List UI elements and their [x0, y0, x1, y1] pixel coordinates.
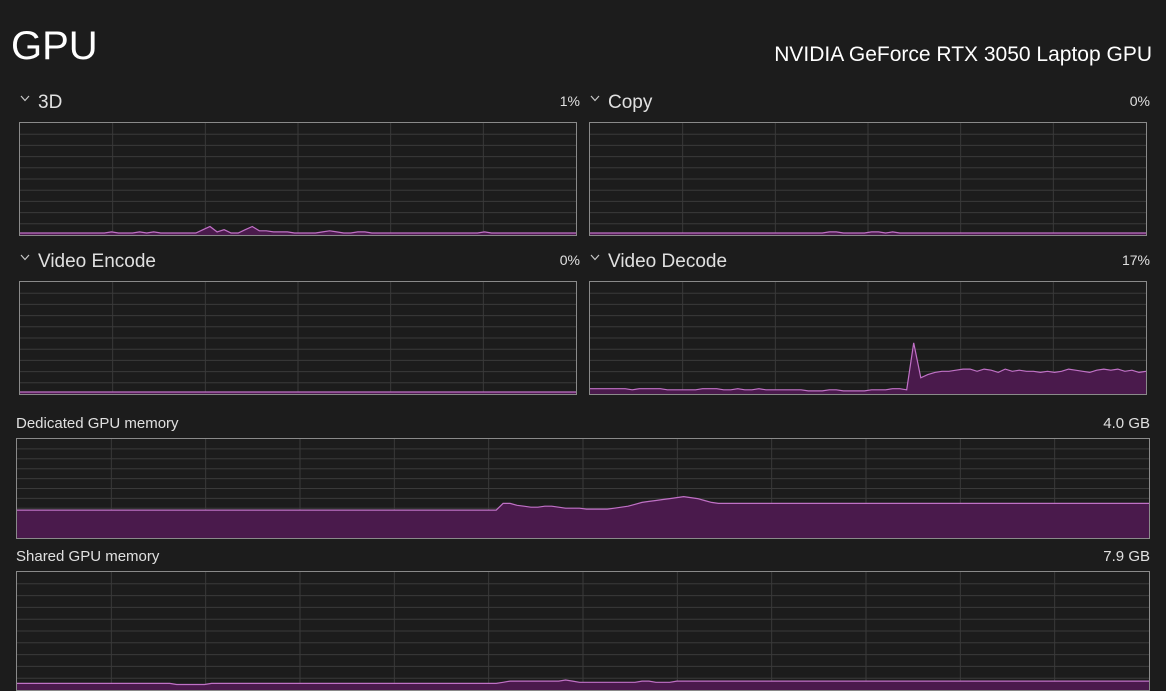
graph-3d — [19, 122, 577, 236]
shared-memory-label: Shared GPU memory — [16, 548, 160, 565]
engine-selector-video-encode[interactable]: Video Encode — [20, 252, 156, 271]
engine-label-copy: Copy — [608, 92, 653, 113]
engine-value-3d: 1% — [559, 93, 580, 109]
engine-selector-video-decode[interactable]: Video Decode — [590, 252, 727, 271]
engine-selector-3d[interactable]: 3D — [20, 93, 62, 112]
graph-canvas — [17, 572, 1149, 690]
graph-video-encode — [19, 281, 577, 395]
graph-canvas — [17, 439, 1149, 538]
chevron-down-icon — [20, 254, 30, 263]
engine-value-copy: 0% — [1129, 93, 1150, 109]
page-title: GPU — [11, 24, 98, 68]
usage-area — [590, 342, 1146, 394]
chevron-down-icon — [590, 95, 600, 104]
graph-video-decode — [589, 281, 1147, 395]
dedicated-memory-value: 4.0 GB — [1103, 415, 1150, 432]
graph-shared-memory — [16, 571, 1150, 691]
usage-line — [20, 225, 576, 234]
graph-canvas — [20, 123, 576, 235]
graph-dedicated-memory — [16, 438, 1150, 539]
engine-label-video-decode: Video Decode — [608, 251, 728, 272]
usage-line — [590, 342, 1146, 392]
usage-area — [17, 496, 1149, 538]
chevron-down-icon — [590, 254, 600, 263]
engine-label-3d: 3D — [38, 92, 63, 113]
graph-canvas — [20, 282, 576, 394]
usage-area — [590, 231, 1146, 235]
graph-canvas — [590, 123, 1146, 235]
dedicated-memory-label: Dedicated GPU memory — [16, 415, 179, 432]
graph-canvas — [590, 282, 1146, 394]
engine-value-video-encode: 0% — [559, 252, 580, 268]
engine-label-video-encode: Video Encode — [38, 251, 156, 272]
chevron-down-icon — [20, 95, 30, 104]
graph-copy — [589, 122, 1147, 236]
usage-line — [590, 231, 1146, 234]
engine-selector-copy[interactable]: Copy — [590, 93, 652, 112]
engine-value-video-decode: 17% — [1121, 252, 1150, 268]
usage-line — [17, 495, 1149, 511]
gpu-model-name: NVIDIA GeForce RTX 3050 Laptop GPU — [774, 43, 1152, 66]
shared-memory-value: 7.9 GB — [1103, 548, 1150, 565]
